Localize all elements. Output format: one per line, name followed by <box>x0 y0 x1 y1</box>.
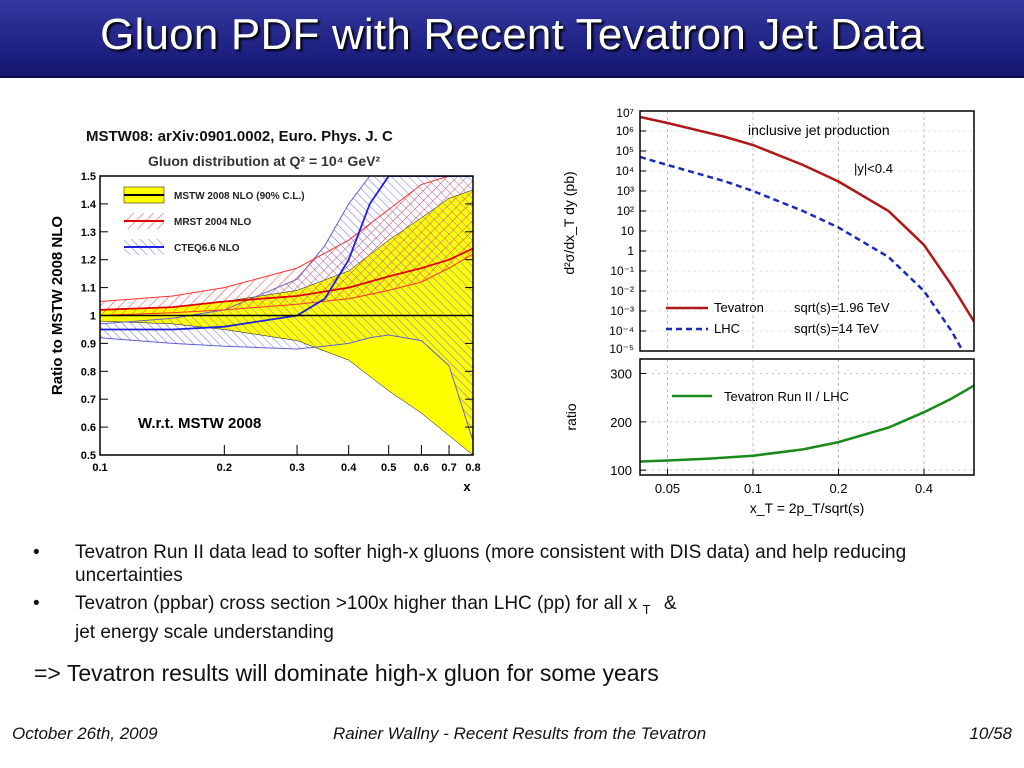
bullet-text-line2: jet energy scale understanding <box>75 621 334 643</box>
y-axis-label: d²σ/dx_T dy (pb) <box>561 171 577 274</box>
mrst-band <box>100 176 473 317</box>
legend-label: MSTW 2008 NLO (90% C.L.) <box>174 191 305 202</box>
gluon-ratio-chart: Gluon distribution at Q² = 10⁴ GeV² MSTW … <box>49 153 481 494</box>
bullet-list: • Tevatron Run II data lead to softer hi… <box>30 541 1010 649</box>
legend-label: CTEQ6.6 NLO <box>174 243 240 254</box>
legend-label: LHC <box>714 321 740 336</box>
y-tick-label: 0.5 <box>81 450 96 462</box>
x-tick-label: 0.1 <box>92 462 107 474</box>
x-tick-label: 0.2 <box>217 462 232 474</box>
tevatron-curve <box>640 115 974 323</box>
bullet-ampersand: & <box>663 593 677 614</box>
y-tick-label: 200 <box>610 415 632 430</box>
y-tick-label: 0.6 <box>81 422 96 434</box>
x-tick-label: 0.7 <box>441 462 456 474</box>
plot-area <box>640 115 974 351</box>
y-tick-label: 10⁶ <box>616 124 634 138</box>
legend-label: Tevatron Run II / LHC <box>724 389 849 404</box>
bullet-text: Tevatron Run II data lead to softer high… <box>75 542 907 586</box>
wrt-note: W.r.t. MSTW 2008 <box>138 415 261 432</box>
legend-label: sqrt(s)=1.96 TeV <box>794 300 890 315</box>
y-tick-label: 0.8 <box>81 366 96 378</box>
legend-label: sqrt(s)=14 TeV <box>794 321 879 336</box>
y-tick-label: 300 <box>610 367 632 382</box>
citation-label: MSTW08: arXiv:0901.0002, Euro. Phys. J. … <box>86 128 393 145</box>
bullet-item: • Tevatron (ppbar) cross section >100x h… <box>30 592 1010 644</box>
bullet-subscript: T <box>642 601 651 617</box>
y-tick-label: 1.3 <box>81 227 96 239</box>
rapidity-cut-label: |y|<0.4 <box>854 161 893 176</box>
bullet-marker: • <box>33 542 40 563</box>
y-tick-label: 10 <box>621 224 635 238</box>
legend-label: Tevatron <box>714 300 764 315</box>
y-tick-label: 10³ <box>617 184 634 198</box>
footer-page-number: 10/58 <box>969 724 1012 743</box>
x-tick-label: 0.3 <box>289 462 304 474</box>
y-tick-label: 1.5 <box>81 171 96 183</box>
x-tick-label: 0.1 <box>744 481 762 496</box>
x-tick-label: 0.6 <box>414 462 429 474</box>
y-tick-label: 10⁵ <box>616 144 634 158</box>
x-tick-label: 0.5 <box>381 462 396 474</box>
x-tick-label: 0.2 <box>829 481 847 496</box>
x-axis-label: x <box>463 479 471 494</box>
y-tick-label: 10⁻³ <box>610 304 634 318</box>
y-tick-label: 10⁴ <box>615 164 634 178</box>
y-tick-label: 10⁻² <box>610 284 634 298</box>
y-tick-label: 10² <box>617 204 634 218</box>
plot-frame <box>639 358 975 476</box>
plot-area <box>100 176 473 455</box>
y-tick-label: 10⁷ <box>616 106 634 120</box>
x-axis-label: x_T = 2p_T/sqrt(s) <box>750 500 865 516</box>
y-tick-label: 1 <box>90 311 96 323</box>
chart-annotation: inclusive jet production <box>748 122 890 138</box>
ratio-chart: 100 200 300 0.05 0.1 0.2 0.4 Tevatron Run II / … <box>563 358 975 516</box>
cteq-central-line <box>100 176 473 331</box>
slide-title: Gluon PDF with Recent Tevatron Jet Data <box>100 10 924 59</box>
x-tick-label: 0.05 <box>655 481 680 496</box>
bullet-marker: • <box>33 593 40 614</box>
bullet-text: Tevatron (ppbar) cross section >100x hig… <box>75 593 638 614</box>
y-tick-label: 10⁻⁵ <box>609 342 634 356</box>
x-tick-label: 0.8 <box>465 462 480 474</box>
y-tick-label: 1 <box>627 244 634 258</box>
y-axis-label: ratio <box>563 403 579 430</box>
footer-title: Rainer Wallny - Recent Results from the … <box>333 724 707 743</box>
y-axis-label: Ratio to MSTW 2008 NLO <box>49 216 66 396</box>
conclusion-text: => Tevatron results will dominate high-x… <box>34 660 659 686</box>
lhc-curve <box>640 155 965 351</box>
y-tick-label: 0.7 <box>81 394 96 406</box>
y-tick-label: 1.1 <box>81 283 96 295</box>
x-tick-label: 0.4 <box>915 481 933 496</box>
legend-label: MRST 2004 NLO <box>174 217 251 228</box>
y-tick-label: 10⁻¹ <box>610 264 634 278</box>
y-tick-label: 1.4 <box>81 199 97 211</box>
ratio-curve <box>639 384 975 463</box>
bullet-item: • Tevatron Run II data lead to softer hi… <box>30 541 1010 587</box>
x-tick-label: 0.4 <box>341 462 357 474</box>
mrst-central-line <box>100 247 473 311</box>
title-divider <box>0 76 1024 78</box>
plot-frame <box>639 110 975 352</box>
note-background <box>134 408 300 436</box>
y-tick-label: 1.2 <box>81 255 96 267</box>
y-tick-label: 100 <box>610 463 632 478</box>
cross-section-chart: 10⁷ 10⁶ 10⁵ 10⁴ 10³ 10² 10 1 10⁻¹ 10⁻² 10⁻³ 10⁻⁴ 10⁻… <box>561 106 975 356</box>
footer-date: October 26th, 2009 <box>12 724 158 743</box>
y-tick-label: 10⁻⁴ <box>609 324 634 338</box>
y-tick-label: 0.9 <box>81 338 96 350</box>
inner-chart-title: Gluon distribution at Q² = 10⁴ GeV² <box>148 153 380 169</box>
title-bar: Gluon PDF with Recent Tevatron Jet Data <box>0 0 1024 76</box>
